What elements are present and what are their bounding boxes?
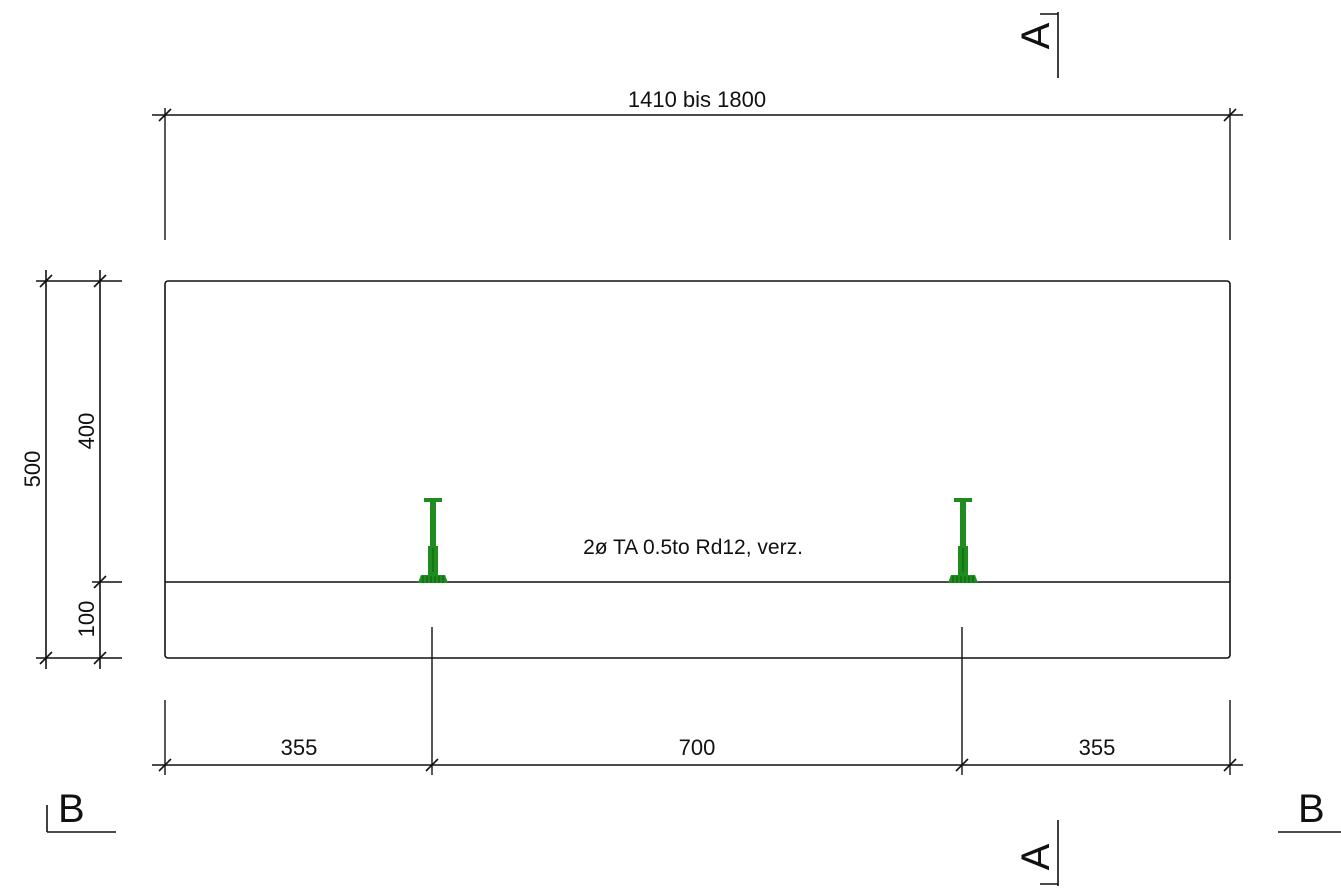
precast-element-outline (164, 280, 1231, 659)
svg-text:A: A (1014, 22, 1058, 49)
section-mark-a-top: A (1014, 12, 1059, 78)
spacing-middle-label: 700 (679, 735, 716, 760)
anchor-spacing-dimensions: 355 700 355 (152, 627, 1243, 775)
overall-length-label: 1410 bis 1800 (628, 87, 766, 112)
spacing-right-label: 355 (1079, 735, 1116, 760)
height-lower-label: 100 (74, 601, 99, 638)
svg-text:B: B (1298, 787, 1325, 831)
svg-text:A: A (1014, 843, 1058, 870)
section-mark-a-bottom: A (1014, 820, 1059, 886)
lifting-anchor-right (948, 498, 978, 583)
lifting-anchor-left (418, 498, 448, 583)
height-dimensions: 500 400 100 (20, 270, 122, 669)
section-mark-b-left: B (46, 787, 116, 833)
anchor-note: 2ø TA 0.5to Rd12, verz. (583, 536, 803, 559)
svg-text:B: B (58, 787, 85, 831)
section-mark-b-right: B (1278, 787, 1341, 833)
overall-length-dimension: 1410 bis 1800 (152, 87, 1243, 240)
height-upper-label: 400 (74, 413, 99, 450)
spacing-left-label: 355 (281, 735, 318, 760)
height-total-label: 500 (20, 451, 45, 488)
